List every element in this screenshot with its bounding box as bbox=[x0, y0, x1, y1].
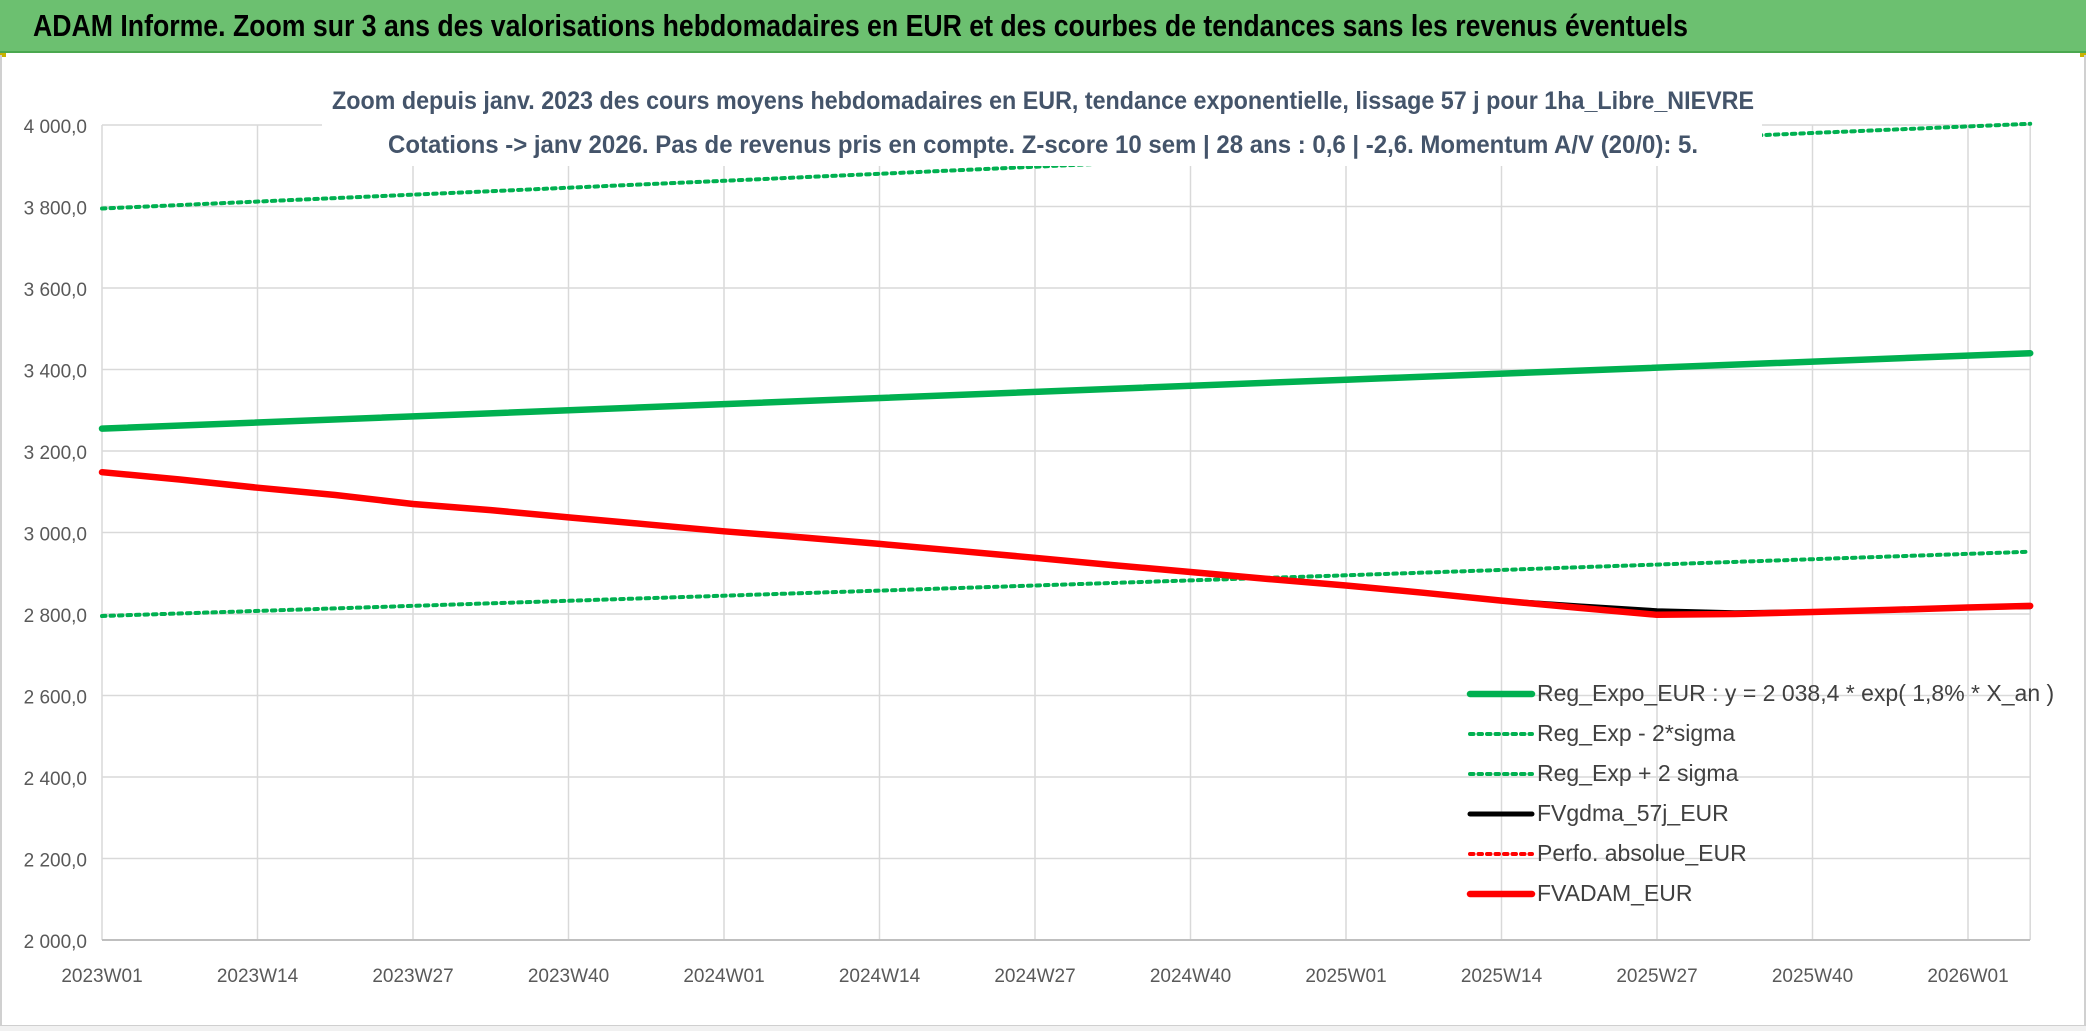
y-tick-label: 3 200,0 bbox=[24, 443, 87, 464]
legend-label: FVADAM_EUR bbox=[1537, 880, 1693, 906]
y-tick-label: 3 600,0 bbox=[24, 280, 87, 301]
x-tick-label: 2025W01 bbox=[1305, 966, 1386, 987]
chart-legend: Reg_Expo_EUR : y = 2 038,4 * exp( 1,8% *… bbox=[1466, 680, 2054, 906]
legend-label: Perfo. absolue_EUR bbox=[1537, 840, 1747, 866]
axis-layer: 4 000,0 3 800,0 3 600,0 3 400,0 3 200,0 3 000… bbox=[24, 117, 2030, 987]
report-title: ADAM Informe. Zoom sur 3 ans des valoris… bbox=[33, 8, 1688, 43]
x-tick-label: 2025W14 bbox=[1461, 966, 1543, 987]
legend-label: FVgdma_57j_EUR bbox=[1537, 800, 1729, 826]
chart-area bbox=[0, 55, 2086, 1025]
grid-layer bbox=[101, 124, 2031, 941]
x-tick-label: 2023W14 bbox=[217, 966, 299, 987]
series-line-2 bbox=[100, 549, 2033, 618]
x-tick-label: 2024W40 bbox=[1150, 966, 1231, 987]
x-tick-label: 2025W27 bbox=[1616, 966, 1697, 987]
legend-label: Reg_Exp + 2 sigma bbox=[1537, 760, 1739, 786]
chart-title-line1: Zoom depuis janv. 2023 des cours moyens … bbox=[332, 87, 1754, 115]
x-tick-label: 2023W27 bbox=[372, 966, 453, 987]
y-tick-label: 2 400,0 bbox=[24, 769, 87, 790]
y-tick-label: 2 000,0 bbox=[24, 932, 87, 953]
chart-title-background bbox=[322, 78, 1762, 166]
y-tick-label: 3 000,0 bbox=[24, 525, 87, 546]
series-line-1 bbox=[98, 349, 2034, 432]
y-tick-label: 2 800,0 bbox=[24, 606, 87, 627]
x-tick-label: 2024W27 bbox=[994, 966, 1075, 987]
y-tick-label: 2 200,0 bbox=[24, 851, 87, 872]
series-line-6 bbox=[98, 468, 2034, 619]
chart-title-line2: Cotations -> janv 2026. Pas de revenus p… bbox=[388, 131, 1698, 159]
legend-label: Reg_Exp - 2*sigma bbox=[1537, 720, 1735, 746]
y-tick-label: 3 800,0 bbox=[24, 199, 87, 220]
y-tick-label: 2 600,0 bbox=[24, 688, 87, 709]
bottom-edge bbox=[0, 1025, 2086, 1031]
report-banner: ADAM Informe. Zoom sur 3 ans des valoris… bbox=[0, 0, 2086, 53]
x-tick-label: 2023W01 bbox=[61, 966, 142, 987]
legend-label: Reg_Expo_EUR : y = 2 038,4 * exp( 1,8% *… bbox=[1537, 680, 2054, 706]
corner-marker-right bbox=[2080, 53, 2086, 57]
x-tick-label: 2024W14 bbox=[839, 966, 921, 987]
x-tick-label: 2025W40 bbox=[1772, 966, 1853, 987]
x-tick-label: 2023W40 bbox=[528, 966, 609, 987]
x-tick-label: 2024W01 bbox=[683, 966, 764, 987]
x-tick-label: 2026W01 bbox=[1927, 966, 2008, 987]
corner-marker-left bbox=[0, 53, 6, 57]
y-tick-label: 4 000,0 bbox=[24, 117, 87, 138]
y-tick-label: 3 400,0 bbox=[24, 362, 87, 383]
series-layer bbox=[98, 121, 2034, 619]
